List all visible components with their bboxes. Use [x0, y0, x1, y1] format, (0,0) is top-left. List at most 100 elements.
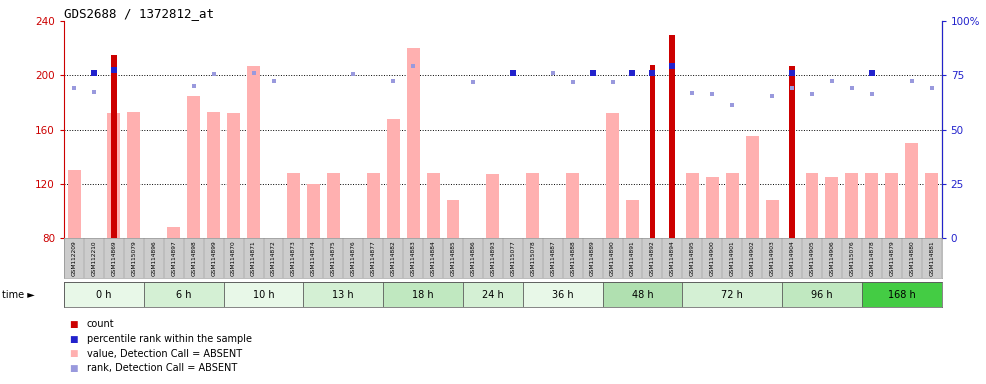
Bar — [307, 184, 319, 238]
Text: GSM114903: GSM114903 — [770, 240, 775, 276]
Bar — [905, 143, 918, 238]
Bar — [686, 173, 699, 238]
Bar — [486, 174, 499, 238]
Bar — [144, 282, 224, 307]
Bar — [606, 113, 619, 238]
Text: GSM114884: GSM114884 — [431, 240, 436, 276]
Text: 18 h: 18 h — [412, 290, 434, 300]
Text: GSM114882: GSM114882 — [390, 240, 395, 276]
Text: 96 h: 96 h — [811, 290, 833, 300]
Bar — [463, 282, 523, 307]
Bar — [304, 282, 384, 307]
Bar — [650, 65, 656, 238]
Text: GSM114901: GSM114901 — [730, 240, 735, 276]
Text: GSM114905: GSM114905 — [810, 240, 814, 276]
Text: 36 h: 36 h — [552, 290, 574, 300]
Text: 0 h: 0 h — [97, 290, 111, 300]
Text: time ►: time ► — [2, 290, 35, 300]
Text: GSM114889: GSM114889 — [590, 240, 596, 276]
Text: ■: ■ — [69, 364, 78, 373]
Bar — [68, 170, 81, 238]
Bar — [782, 282, 862, 307]
Bar — [406, 48, 420, 238]
Bar — [885, 173, 898, 238]
Bar — [207, 112, 220, 238]
Text: GSM114870: GSM114870 — [231, 240, 236, 276]
Text: 6 h: 6 h — [176, 290, 191, 300]
Text: rank, Detection Call = ABSENT: rank, Detection Call = ABSENT — [87, 363, 237, 373]
Text: 24 h: 24 h — [482, 290, 504, 300]
Text: 13 h: 13 h — [332, 290, 354, 300]
Text: GSM114888: GSM114888 — [570, 240, 575, 276]
Text: GSM114883: GSM114883 — [410, 240, 416, 276]
Text: GSM114906: GSM114906 — [829, 240, 834, 276]
Text: GSM114885: GSM114885 — [451, 240, 456, 276]
Text: GSM114887: GSM114887 — [550, 240, 555, 276]
Bar — [447, 200, 459, 238]
Text: GSM114890: GSM114890 — [610, 240, 615, 276]
Bar — [765, 200, 779, 238]
Text: ■: ■ — [69, 320, 78, 329]
Text: count: count — [87, 319, 114, 329]
Text: GSM114877: GSM114877 — [371, 240, 376, 276]
Text: GSM114893: GSM114893 — [490, 240, 495, 276]
Text: GSM114871: GSM114871 — [251, 240, 256, 276]
Text: GSM114891: GSM114891 — [630, 240, 635, 276]
Text: GSM114878: GSM114878 — [870, 240, 875, 276]
Bar — [825, 177, 838, 238]
Bar — [745, 136, 758, 238]
Text: GSM114896: GSM114896 — [151, 240, 157, 276]
Bar — [247, 66, 260, 238]
Text: GSM114879: GSM114879 — [889, 240, 894, 276]
Text: 10 h: 10 h — [252, 290, 274, 300]
Text: GSM114902: GSM114902 — [749, 240, 754, 276]
Bar — [427, 173, 440, 238]
Text: GSM115077: GSM115077 — [511, 240, 516, 276]
Text: GSM114876: GSM114876 — [351, 240, 356, 276]
Bar — [168, 227, 180, 238]
Text: GSM115079: GSM115079 — [131, 240, 136, 276]
Text: GSM112209: GSM112209 — [72, 240, 77, 276]
Bar — [224, 282, 304, 307]
Text: GSM114904: GSM114904 — [790, 240, 795, 276]
Bar — [789, 66, 795, 238]
Bar — [866, 173, 879, 238]
Text: ■: ■ — [69, 349, 78, 358]
Text: GSM114897: GSM114897 — [172, 240, 176, 276]
Text: GSM114873: GSM114873 — [291, 240, 296, 276]
Text: 168 h: 168 h — [887, 290, 916, 300]
Bar — [387, 119, 399, 238]
Bar — [925, 173, 938, 238]
Bar — [862, 282, 942, 307]
Bar — [806, 173, 818, 238]
Bar — [706, 177, 719, 238]
Bar — [64, 282, 144, 307]
Bar — [367, 173, 380, 238]
Text: GSM114874: GSM114874 — [311, 240, 316, 276]
Text: GSM112210: GSM112210 — [92, 240, 97, 276]
Bar — [326, 173, 340, 238]
Bar — [726, 173, 739, 238]
Bar — [523, 282, 602, 307]
Bar — [602, 282, 682, 307]
Bar — [669, 35, 675, 238]
Text: GSM114898: GSM114898 — [191, 240, 196, 276]
Text: GSM114872: GSM114872 — [271, 240, 276, 276]
Bar — [187, 96, 200, 238]
Text: GSM114895: GSM114895 — [690, 240, 695, 276]
Bar — [527, 173, 539, 238]
Text: GSM114886: GSM114886 — [470, 240, 475, 276]
Text: 72 h: 72 h — [722, 290, 743, 300]
Bar — [107, 113, 120, 238]
Text: GSM115078: GSM115078 — [530, 240, 535, 276]
Bar — [566, 173, 579, 238]
Text: ■: ■ — [69, 334, 78, 344]
Bar — [287, 173, 300, 238]
Text: GSM114899: GSM114899 — [211, 240, 216, 276]
Text: percentile rank within the sample: percentile rank within the sample — [87, 334, 251, 344]
Bar — [682, 282, 782, 307]
Bar — [626, 200, 639, 238]
Bar — [384, 282, 463, 307]
Bar — [111, 55, 117, 238]
Bar — [845, 173, 859, 238]
